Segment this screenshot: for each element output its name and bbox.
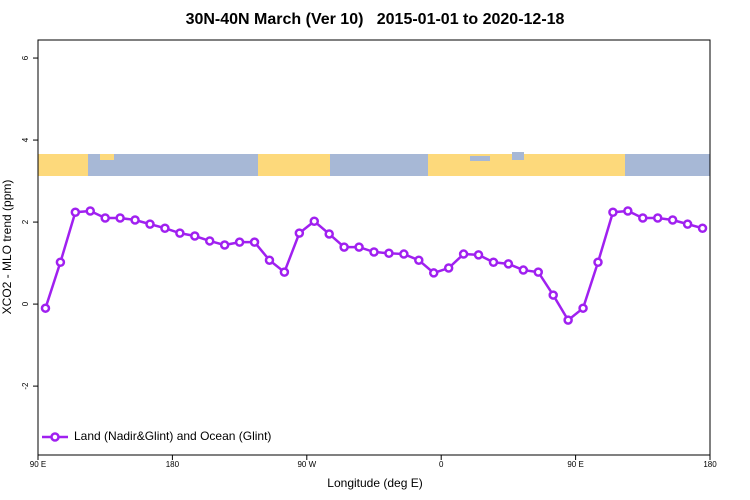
y-tick-label: 0 <box>21 301 30 306</box>
data-point <box>190 231 200 241</box>
x-tick-label: 90 E <box>567 460 583 469</box>
data-point <box>667 215 678 225</box>
data-point <box>533 267 544 277</box>
data-point <box>518 265 529 275</box>
data-point <box>85 206 96 216</box>
data-point <box>249 237 260 247</box>
data-point <box>115 213 125 223</box>
data-point <box>145 219 155 229</box>
data-point <box>428 268 439 278</box>
data-point <box>264 255 275 265</box>
data-point <box>130 215 140 225</box>
x-axis-label: Longitude (deg E) <box>327 476 422 490</box>
data-point <box>309 216 320 227</box>
data-point <box>40 303 51 313</box>
data-point <box>608 207 618 217</box>
data-point <box>473 250 484 260</box>
data-point <box>548 290 558 300</box>
data-point <box>324 229 334 239</box>
data-point <box>623 206 633 216</box>
data-point <box>234 237 245 247</box>
y-axis-label: XCO2 - MLO trend (ppm) <box>0 180 14 315</box>
data-point <box>652 213 663 223</box>
x-tick-label: 90 E <box>30 460 46 469</box>
data-point <box>384 248 394 258</box>
data-point <box>458 249 469 259</box>
data-point <box>488 257 499 268</box>
x-tick-label: 0 <box>439 460 444 469</box>
data-point <box>294 228 305 238</box>
data-point <box>70 207 81 217</box>
data-point <box>414 255 424 265</box>
data-point <box>55 257 66 268</box>
x-tick-label: 90 W <box>297 460 316 469</box>
y-tick-label: -2 <box>21 382 30 390</box>
data-point <box>503 259 514 269</box>
y-tick-label: 6 <box>21 55 30 60</box>
data-point <box>339 242 349 252</box>
data-point <box>100 213 110 223</box>
data-point <box>682 219 693 229</box>
plot-frame <box>37 39 711 456</box>
data-point <box>160 223 170 233</box>
data-point <box>219 240 230 250</box>
x-tick-label: 180 <box>166 460 180 469</box>
data-point <box>399 249 409 259</box>
data-point <box>578 303 588 313</box>
data-point <box>593 257 603 268</box>
data-point <box>563 315 573 325</box>
map-strip <box>38 152 710 176</box>
data-point <box>279 267 290 277</box>
data-point <box>443 263 454 273</box>
x-tick-label: 180 <box>703 460 717 469</box>
data-point <box>638 213 648 223</box>
series-line <box>44 209 703 322</box>
legend-label: Land (Nadir&Glint) and Ocean (Glint) <box>74 429 271 443</box>
data-point <box>175 228 185 238</box>
data-point <box>204 236 215 246</box>
data-point <box>697 223 708 233</box>
legend-marker <box>50 432 60 442</box>
chart-title: 30N-40N March (Ver 10) 2015-01-01 to 202… <box>186 11 565 28</box>
y-tick-label: 2 <box>21 219 30 224</box>
data-point <box>369 247 379 257</box>
data-point <box>354 242 364 252</box>
y-tick-label: 4 <box>21 137 30 142</box>
